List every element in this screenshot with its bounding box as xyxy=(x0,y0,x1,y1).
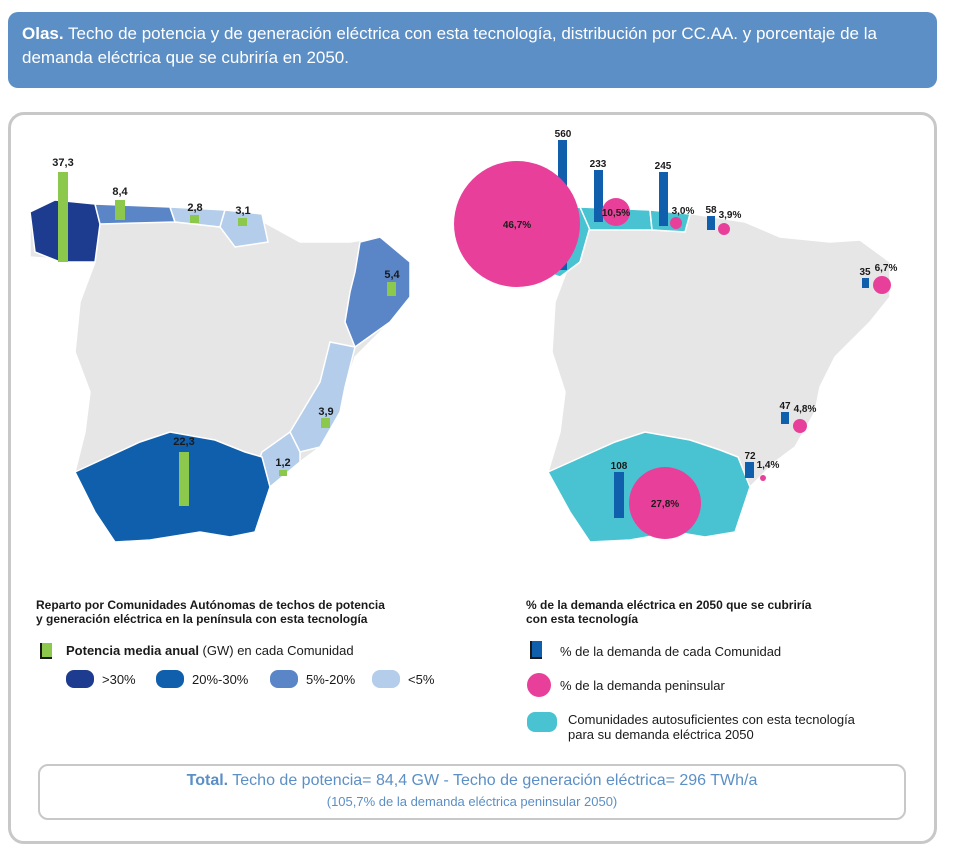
blabel-cataluna: 6,7% xyxy=(875,263,898,274)
legend-bubble-label: % de la demanda peninsular xyxy=(560,678,725,693)
rbar-cataluna xyxy=(862,278,869,288)
bubble-murcia xyxy=(760,475,766,481)
legend-bubble-icon xyxy=(527,673,551,697)
bar-cataluna xyxy=(387,282,396,296)
rlabel-galicia: 560 xyxy=(555,129,572,140)
legend-green-bar-icon xyxy=(40,643,52,659)
swatch-gt30-label: >30% xyxy=(102,672,136,687)
bar-asturias xyxy=(115,200,125,220)
bar-valencia xyxy=(321,418,330,428)
rbar-asturias xyxy=(594,170,603,222)
legend-green-bar-bold: Potencia media anual xyxy=(66,643,199,658)
label-murcia: 1,2 xyxy=(275,457,290,469)
right-map xyxy=(544,206,891,543)
right-bubble-labels: 46,7% 10,5% 3,0% 3,9% 6,7% 4,8% 1,4% 27,… xyxy=(503,206,898,510)
rbar-cantabria xyxy=(659,172,668,226)
rlabel-asturias: 233 xyxy=(590,159,607,170)
label-paisvasco: 3,1 xyxy=(235,205,250,217)
swatch-gt30 xyxy=(66,670,94,688)
swatch-5-20 xyxy=(270,670,298,688)
right-bubbles xyxy=(454,161,891,539)
label-cantabria: 2,8 xyxy=(187,202,202,214)
rlabel-cataluna: 35 xyxy=(859,267,871,278)
rlabel-murcia: 72 xyxy=(744,451,756,462)
label-cataluna: 5,4 xyxy=(384,269,400,281)
rbar-paisvasco xyxy=(707,216,715,230)
bubble-valencia xyxy=(793,419,807,433)
rbar-murcia xyxy=(745,462,754,478)
rlabel-cantabria: 245 xyxy=(655,161,672,172)
total-text: Techo de potencia= 84,4 GW - Techo de ge… xyxy=(228,772,758,789)
rlabel-andalucia: 108 xyxy=(611,461,628,472)
left-legend-title-line1: Reparto por Comunidades Autónomas de tec… xyxy=(36,598,385,612)
label-asturias: 8,4 xyxy=(112,186,128,198)
bubble-galicia xyxy=(454,161,580,287)
bar-cantabria xyxy=(190,215,199,223)
blabel-murcia: 1,4% xyxy=(757,460,780,471)
legend-green-bar-rest: (GW) en cada Comunidad xyxy=(198,643,354,658)
left-map xyxy=(29,199,411,543)
bar-murcia xyxy=(279,470,287,476)
blabel-cantabria: 3,0% xyxy=(672,206,695,217)
total-subtext: (105,7% de la demanda eléctrica peninsul… xyxy=(326,794,618,809)
left-bars xyxy=(58,172,396,506)
total-line: Total. Techo de potencia= 84,4 GW - Tech… xyxy=(40,772,904,790)
legend-blue-bar-icon xyxy=(530,641,542,659)
swatch-20-30 xyxy=(156,670,184,688)
bubble-cataluna xyxy=(873,276,891,294)
swatch-20-30-label: 20%-30% xyxy=(192,672,249,687)
blabel-asturias: 10,5% xyxy=(602,208,630,219)
left-region-andalucia xyxy=(73,431,271,543)
bubble-andalucia xyxy=(629,467,701,539)
right-bar-labels: 560 233 245 58 35 47 72 108 xyxy=(555,129,871,472)
legend-green-bar-label: Potencia media anual (GW) en cada Comuni… xyxy=(66,643,354,658)
legend-autosuf-line1: Comunidades autosuficientes con esta tec… xyxy=(568,712,855,727)
bubble-asturias xyxy=(602,198,630,226)
swatch-5-20-label: 5%-20% xyxy=(306,672,356,687)
label-valencia: 3,9 xyxy=(318,406,333,418)
title-bold: Olas. xyxy=(22,24,64,43)
right-legend-title-line1: % de la demanda eléctrica en 2050 que se… xyxy=(526,598,812,612)
left-legend-title: Reparto por Comunidades Autónomas de tec… xyxy=(36,598,456,626)
bubble-paisvasco xyxy=(718,223,730,235)
legend-blue-bar-label: % de la demanda de cada Comunidad xyxy=(560,644,782,659)
rlabel-paisvasco: 58 xyxy=(705,205,717,216)
swatch-lt5 xyxy=(372,670,400,688)
total-box: Total. Techo de potencia= 84,4 GW - Tech… xyxy=(38,764,906,820)
maps-svg: 37,3 8,4 2,8 3,1 5,4 3,9 22,3 1,2 xyxy=(29,129,898,543)
blabel-galicia: 46,7% xyxy=(503,220,531,231)
total-bold: Total. xyxy=(186,772,229,789)
rlabel-valencia: 47 xyxy=(779,401,791,412)
left-bar-labels: 37,3 8,4 2,8 3,1 5,4 3,9 22,3 1,2 xyxy=(52,157,400,469)
bar-paisvasco xyxy=(238,218,247,226)
left-region-asturias xyxy=(94,203,177,225)
bar-galicia xyxy=(58,172,68,262)
legend-autosuf-line2: para su demanda eléctrica 2050 xyxy=(568,727,754,742)
swatch-lt5-label: <5% xyxy=(408,672,435,687)
label-galicia: 37,3 xyxy=(52,157,73,169)
left-region-valencia xyxy=(289,341,356,453)
legend-autosuf-label: Comunidades autosuficientes con esta tec… xyxy=(568,712,855,742)
title-banner: Olas. Techo de potencia y de generación … xyxy=(8,12,937,88)
rbar-valencia xyxy=(781,412,789,424)
title-text: Techo de potencia y de generación eléctr… xyxy=(22,24,877,67)
right-legend-title: % de la demanda eléctrica en 2050 que se… xyxy=(526,598,926,626)
bar-andalucia xyxy=(179,452,189,506)
blabel-valencia: 4,8% xyxy=(794,404,817,415)
blabel-andalucia: 27,8% xyxy=(651,499,679,510)
left-region-cataluna xyxy=(344,236,411,349)
right-legend-title-line2: con esta tecnología xyxy=(526,612,639,626)
left-legend-title-line2: y generación eléctrica en la península c… xyxy=(36,612,368,626)
legend-autosuf-swatch xyxy=(527,712,557,732)
left-region-paisvasco xyxy=(219,209,269,248)
bubble-cantabria xyxy=(670,217,682,229)
label-andalucia: 22,3 xyxy=(173,436,194,448)
blabel-paisvasco: 3,9% xyxy=(719,210,742,221)
rbar-andalucia xyxy=(614,472,624,518)
